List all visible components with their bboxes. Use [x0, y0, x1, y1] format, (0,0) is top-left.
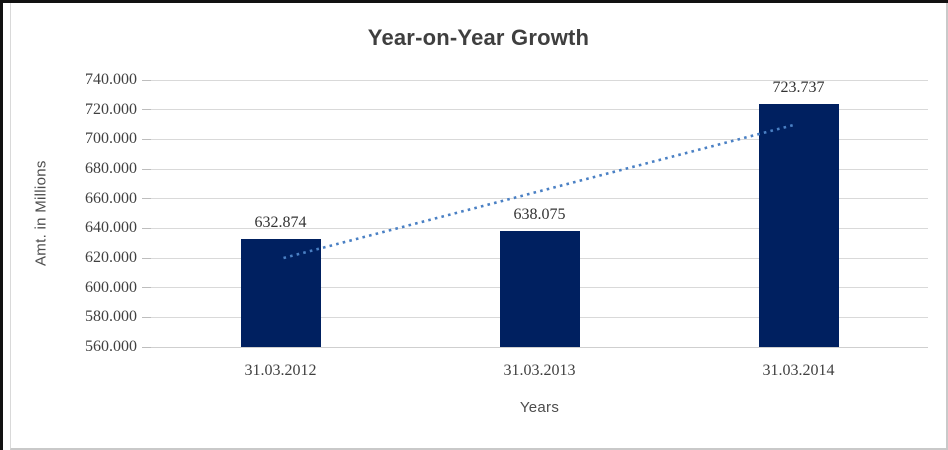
y-tick-mark	[142, 316, 151, 318]
y-tick-label: 660.000	[85, 189, 137, 207]
bar-data-label: 723.737	[772, 79, 825, 97]
gridline	[151, 168, 928, 170]
bar	[758, 104, 839, 347]
x-tick-label: 31.03.2014	[762, 362, 835, 379]
y-tick-label: 700.000	[85, 130, 137, 148]
y-tick-mark	[142, 138, 151, 140]
y-tick-label: 560.000	[85, 338, 137, 355]
y-tick-label: 680.000	[85, 160, 137, 177]
bar	[499, 231, 580, 347]
gridline	[151, 227, 928, 229]
y-tick-label: 720.000	[85, 100, 137, 118]
gridline	[151, 198, 928, 200]
gridline	[151, 79, 928, 81]
chart-canvas: Year-on-Year Growth Amt. in Millions 560…	[10, 3, 948, 450]
chart-title: Year-on-Year Growth	[367, 25, 590, 50]
y-tick-mark	[142, 346, 151, 348]
bar-data-label: 632.874	[254, 213, 307, 231]
y-tick-mark	[142, 227, 151, 229]
y-tick-label: 620.000	[85, 249, 137, 266]
y-tick-mark	[142, 109, 151, 111]
y-tick-label: 580.000	[85, 308, 137, 326]
y-tick-label: 600.000	[85, 278, 137, 296]
plot-area: 560.000 580.000 600.000 620.000 640.000 660.0…	[85, 71, 928, 379]
bar-data-label: 638.075	[513, 206, 566, 224]
bar	[240, 238, 321, 347]
y-tick-mark	[142, 79, 151, 81]
gridline	[151, 109, 928, 111]
trendline	[283, 123, 796, 260]
y-tick-mark	[142, 257, 151, 259]
gridline	[151, 138, 928, 140]
y-tick-mark	[142, 168, 151, 170]
x-tick-label: 31.03.2012	[244, 362, 317, 379]
y-tick-mark	[142, 287, 151, 289]
x-axis-title: Years	[519, 399, 560, 416]
y-tick-label: 740.000	[85, 71, 137, 88]
y-tick-mark	[142, 198, 151, 200]
y-tick-label: 640.000	[85, 219, 137, 237]
x-tick-label: 31.03.2013	[503, 362, 576, 379]
